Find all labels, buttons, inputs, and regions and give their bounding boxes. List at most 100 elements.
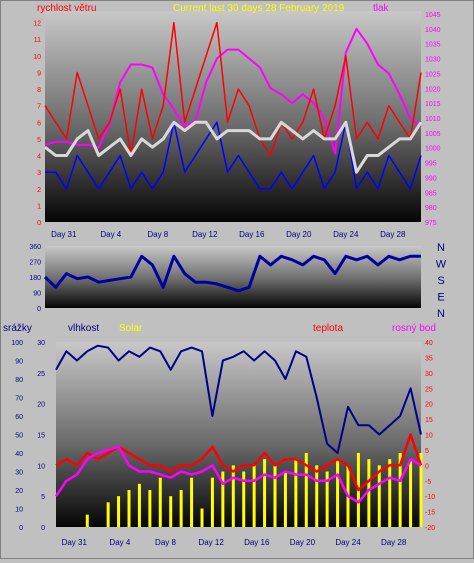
x-tick-label: Day 4 — [109, 538, 130, 547]
solar-bar — [409, 459, 413, 527]
x-tick-label: Day 8 — [147, 230, 168, 239]
solar-bar — [283, 471, 287, 527]
rain-tick-label: 30 — [15, 470, 23, 477]
solar-bar — [158, 477, 162, 527]
temperature-tick-label: 40 — [425, 340, 433, 347]
solar-bar — [398, 453, 402, 527]
temperature-tick-label: 20 — [425, 402, 433, 409]
direction-degree-axis: 0 90 180 270 360 — [29, 244, 41, 313]
solar-axis: 0 5 10 15 20 25 30 — [37, 340, 45, 532]
wind-pressure-series — [44, 21, 423, 190]
pressure-tick-label: 1045 — [425, 12, 441, 19]
solar-tick-label: 0 — [41, 525, 45, 532]
rain-axis: 0 10 20 30 40 50 60 70 80 90 100 — [11, 340, 23, 532]
rain-tick-label: 10 — [15, 507, 23, 514]
temperature-axis: -20 -15 -10 -5 0 5 10 15 20 25 30 35 40 — [425, 340, 435, 532]
temperature-axis-label: teplota — [313, 323, 343, 334]
climate-plot-area — [56, 342, 421, 527]
x-tick-label: Day 31 — [62, 538, 88, 547]
series-line-gust — [44, 21, 422, 157]
solar-tick-label: 10 — [37, 463, 45, 470]
wind-speed-tick-label: 11 — [34, 37, 41, 44]
pressure-tick-label: 1000 — [425, 146, 441, 153]
temperature-tick-label: 15 — [425, 417, 433, 424]
compass-label: S — [437, 275, 444, 287]
solar-bar — [85, 514, 89, 527]
wind-speed-tick-label: 8 — [37, 87, 41, 94]
wind-speed-tick-label: 1 — [37, 203, 41, 210]
pressure-tick-label: 995 — [425, 161, 437, 168]
top-x-axis: Day 31 Day 4 Day 8 Day 12 Day 16 Day 20 Day 24… — [51, 230, 406, 239]
wind-speed-tick-label: 7 — [37, 104, 41, 111]
solar-bar — [242, 471, 246, 527]
temperature-tick-label: 10 — [425, 433, 433, 440]
rain-tick-label: 70 — [15, 396, 23, 403]
pressure-tick-label: 1015 — [425, 101, 441, 108]
pressure-tick-label: 1030 — [425, 57, 441, 64]
pressure-tick-label: 980 — [425, 205, 437, 212]
wind-speed-tick-label: 10 — [33, 54, 41, 61]
x-tick-label: Day 28 — [380, 230, 406, 239]
solar-bar — [367, 459, 371, 527]
pressure-axis: 975 980 985 990 995 1000 1005 1010 1015 1020 1025 1… — [425, 12, 441, 227]
temperature-tick-label: -15 — [425, 510, 435, 517]
pressure-tick-label: 1040 — [425, 27, 441, 34]
x-tick-label: Day 12 — [192, 230, 218, 239]
solar-bar — [304, 453, 308, 527]
wind-speed-tick-label: 5 — [37, 137, 41, 144]
x-tick-label: Day 24 — [333, 230, 359, 239]
solar-bar — [200, 508, 204, 527]
direction-tick-label: 360 — [29, 244, 41, 251]
solar-tick-label: 25 — [37, 371, 45, 378]
pressure-tick-label: 975 — [425, 220, 437, 227]
wind-pressure-plot-area — [45, 11, 421, 222]
solar-bar — [169, 496, 173, 527]
dew-point-axis-label: rosný bod — [392, 323, 436, 334]
solar-bar — [388, 459, 392, 527]
series-line-average — [44, 120, 423, 174]
climate-series — [54, 344, 423, 527]
pressure-tick-label: 1020 — [425, 86, 441, 93]
temperature-tick-label: 25 — [425, 386, 433, 393]
compass-label: N — [437, 308, 445, 320]
solar-bar — [148, 490, 152, 527]
wind-speed-tick-label: 2 — [37, 187, 41, 194]
solar-tick-label: 15 — [37, 433, 45, 440]
rain-tick-label: 80 — [15, 377, 23, 384]
wind-direction-series — [43, 254, 421, 293]
series-line-dew-point — [54, 445, 422, 504]
solar-bar — [336, 459, 340, 527]
rain-tick-label: 100 — [11, 340, 23, 347]
solar-tick-label: 20 — [37, 402, 45, 409]
rain-tick-label: 50 — [15, 433, 23, 440]
wind-speed-tick-label: 9 — [37, 70, 41, 77]
compass-label: N — [437, 242, 445, 254]
x-tick-label: Day 4 — [100, 230, 121, 239]
solar-bar — [419, 453, 423, 527]
solar-bar — [231, 465, 235, 527]
solar-tick-label: 5 — [41, 494, 45, 501]
series-line-humidity — [55, 344, 422, 454]
rain-tick-label: 0 — [19, 525, 23, 532]
series-line-wind-speed — [45, 121, 422, 190]
x-tick-label: Day 20 — [286, 230, 312, 239]
pressure-axis-label: tlak — [373, 3, 390, 14]
series-line-pressure — [44, 27, 422, 155]
rain-axis-label: srážky — [3, 323, 32, 334]
solar-bar — [263, 459, 267, 527]
temperature-tick-label: 30 — [425, 371, 433, 378]
pressure-tick-label: 985 — [425, 190, 437, 197]
solar-bar — [137, 483, 141, 527]
x-tick-label: Day 16 — [239, 230, 265, 239]
humidity-axis-label: vlhkost — [68, 323, 99, 334]
temperature-tick-label: 5 — [425, 448, 429, 455]
wind-speed-tick-label: 0 — [37, 220, 41, 227]
solar-axis-label: Solar — [119, 323, 143, 334]
rain-tick-label: 90 — [15, 359, 23, 366]
solar-bar — [252, 465, 256, 527]
solar-bar — [179, 490, 183, 527]
pressure-tick-label: 1010 — [425, 116, 441, 123]
solar-bar — [221, 471, 225, 527]
solar-bar — [106, 502, 110, 527]
